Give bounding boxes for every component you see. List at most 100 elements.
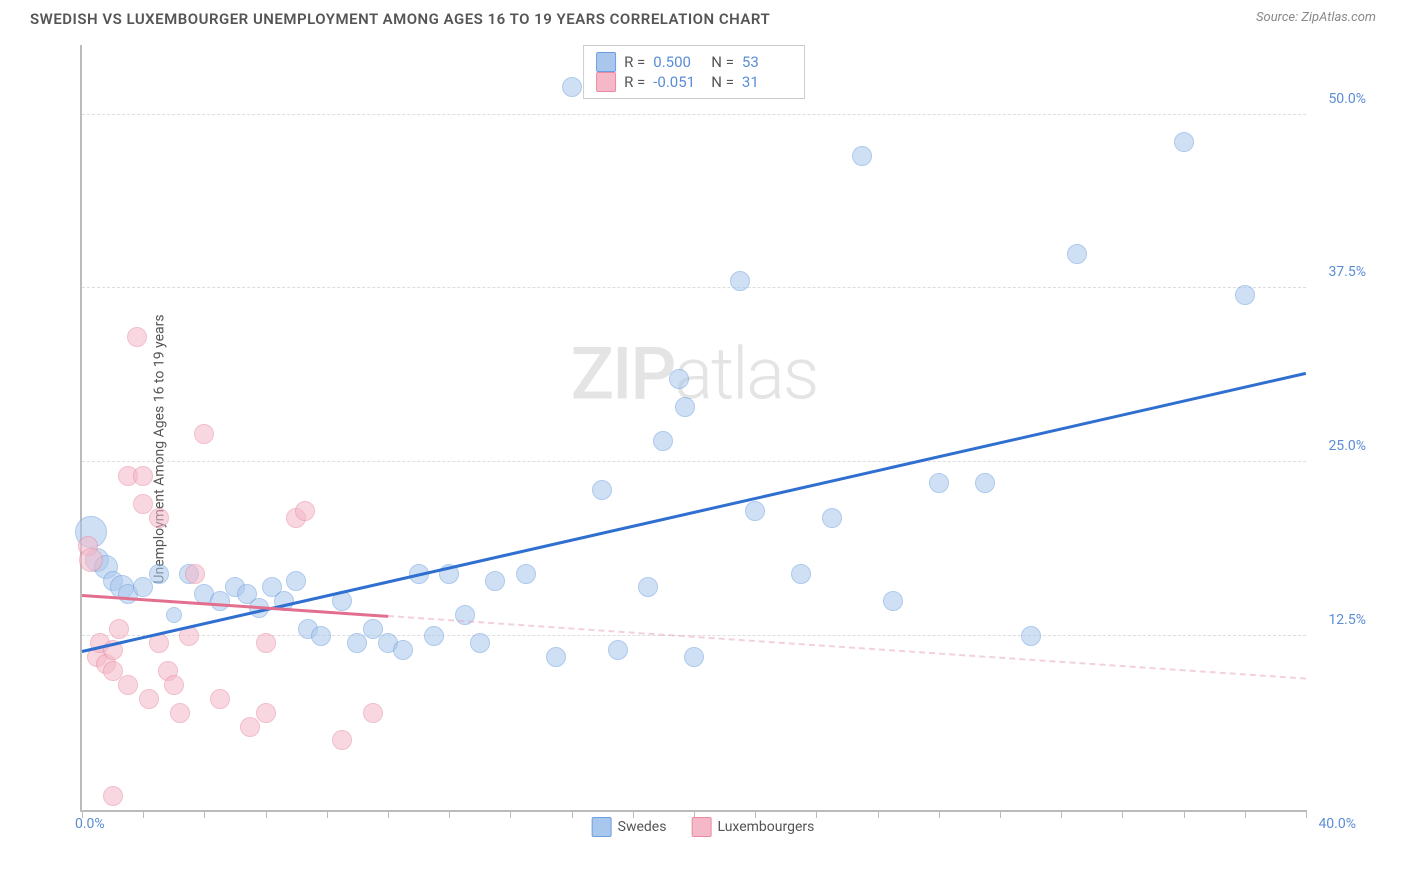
data-point — [127, 327, 147, 347]
data-point — [546, 647, 566, 667]
x-tick — [1306, 810, 1307, 818]
stat-r-label: R = — [624, 73, 645, 91]
y-tick-label: 50.0% — [1328, 91, 1366, 107]
x-tick — [510, 810, 511, 818]
data-point — [133, 466, 153, 486]
data-point — [210, 591, 230, 611]
data-point — [363, 703, 383, 723]
x-tick — [388, 810, 389, 818]
data-point — [109, 619, 129, 639]
data-point — [240, 717, 260, 737]
data-point — [103, 786, 123, 806]
data-point — [852, 146, 872, 166]
legend-label: Swedes — [618, 819, 667, 835]
data-point — [194, 424, 214, 444]
legend-label: Luxembourgers — [717, 819, 814, 835]
data-point — [653, 431, 673, 451]
data-point — [975, 473, 995, 493]
watermark-part2: atlas — [674, 331, 817, 416]
stat-n-value: 53 — [742, 53, 792, 71]
plot-area: ZIPatlas R =0.500N =53R =-0.051N =31 12.… — [80, 45, 1306, 812]
x-tick — [878, 810, 879, 818]
x-tick — [1000, 810, 1001, 818]
data-point — [470, 633, 490, 653]
data-point — [745, 501, 765, 521]
data-point — [730, 271, 750, 291]
legend-item: Luxembourgers — [691, 817, 814, 837]
data-point — [592, 480, 612, 500]
data-point — [210, 689, 230, 709]
data-point — [133, 577, 153, 597]
stat-n-label: N = — [711, 53, 734, 71]
x-tick — [939, 810, 940, 818]
watermark-part1: ZIP — [571, 331, 675, 416]
data-point — [1021, 626, 1041, 646]
gridline — [82, 114, 1306, 115]
x-tick — [1245, 810, 1246, 818]
data-point — [164, 675, 184, 695]
x-tick — [266, 810, 267, 818]
data-point — [256, 633, 276, 653]
series-swatch — [596, 52, 616, 72]
data-point — [608, 640, 628, 660]
data-point — [347, 633, 367, 653]
stat-r-value: 0.500 — [653, 53, 703, 71]
data-point — [669, 369, 689, 389]
data-point — [149, 564, 169, 584]
bottom-legend: Swedes Luxembourgers — [592, 817, 815, 837]
data-point — [166, 607, 182, 623]
x-axis-min-label: 0.0% — [75, 816, 105, 832]
data-point — [393, 640, 413, 660]
data-point — [822, 508, 842, 528]
x-tick — [449, 810, 450, 818]
data-point — [638, 577, 658, 597]
legend-swatch — [691, 817, 711, 837]
chart-container: Unemployment Among Ages 16 to 19 years Z… — [30, 45, 1376, 852]
data-point — [311, 626, 331, 646]
gridline — [82, 287, 1306, 288]
chart-header: SWEDISH VS LUXEMBOURGER UNEMPLOYMENT AMO… — [0, 0, 1406, 28]
x-tick — [1122, 810, 1123, 818]
data-point — [118, 675, 138, 695]
data-point — [516, 564, 536, 584]
legend-item: Swedes — [592, 817, 667, 837]
x-tick — [1184, 810, 1185, 818]
series-swatch — [596, 72, 616, 92]
data-point — [256, 703, 276, 723]
x-tick — [143, 810, 144, 818]
data-point — [1174, 132, 1194, 152]
x-tick — [816, 810, 817, 818]
y-tick-label: 37.5% — [1328, 264, 1366, 280]
stat-n-label: N = — [711, 73, 734, 91]
stats-row: R =-0.051N =31 — [596, 72, 792, 92]
data-point — [562, 77, 582, 97]
data-point — [185, 564, 205, 584]
data-point — [170, 703, 190, 723]
data-point — [675, 397, 695, 417]
data-point — [139, 689, 159, 709]
data-point — [1235, 285, 1255, 305]
chart-title: SWEDISH VS LUXEMBOURGER UNEMPLOYMENT AMO… — [30, 10, 770, 28]
x-tick — [1061, 810, 1062, 818]
data-point — [1067, 244, 1087, 264]
data-point — [883, 591, 903, 611]
stat-n-value: 31 — [742, 73, 792, 91]
data-point — [929, 473, 949, 493]
data-point — [791, 564, 811, 584]
data-point — [684, 647, 704, 667]
data-point — [79, 548, 103, 572]
stats-row: R = 0.500 N = 53 — [596, 52, 792, 72]
data-point — [485, 571, 505, 591]
trend-line — [82, 372, 1307, 653]
trend-line-extrapolated — [388, 615, 1306, 680]
y-tick-label: 25.0% — [1328, 438, 1366, 454]
x-tick — [572, 810, 573, 818]
data-point — [149, 508, 169, 528]
data-point — [295, 501, 315, 521]
data-point — [332, 730, 352, 750]
gridline — [82, 461, 1306, 462]
legend-swatch — [592, 817, 612, 837]
x-tick — [204, 810, 205, 818]
stat-r-label: R = — [624, 53, 645, 71]
stats-legend-box: R =0.500N =53R =-0.051N =31 — [583, 45, 805, 99]
